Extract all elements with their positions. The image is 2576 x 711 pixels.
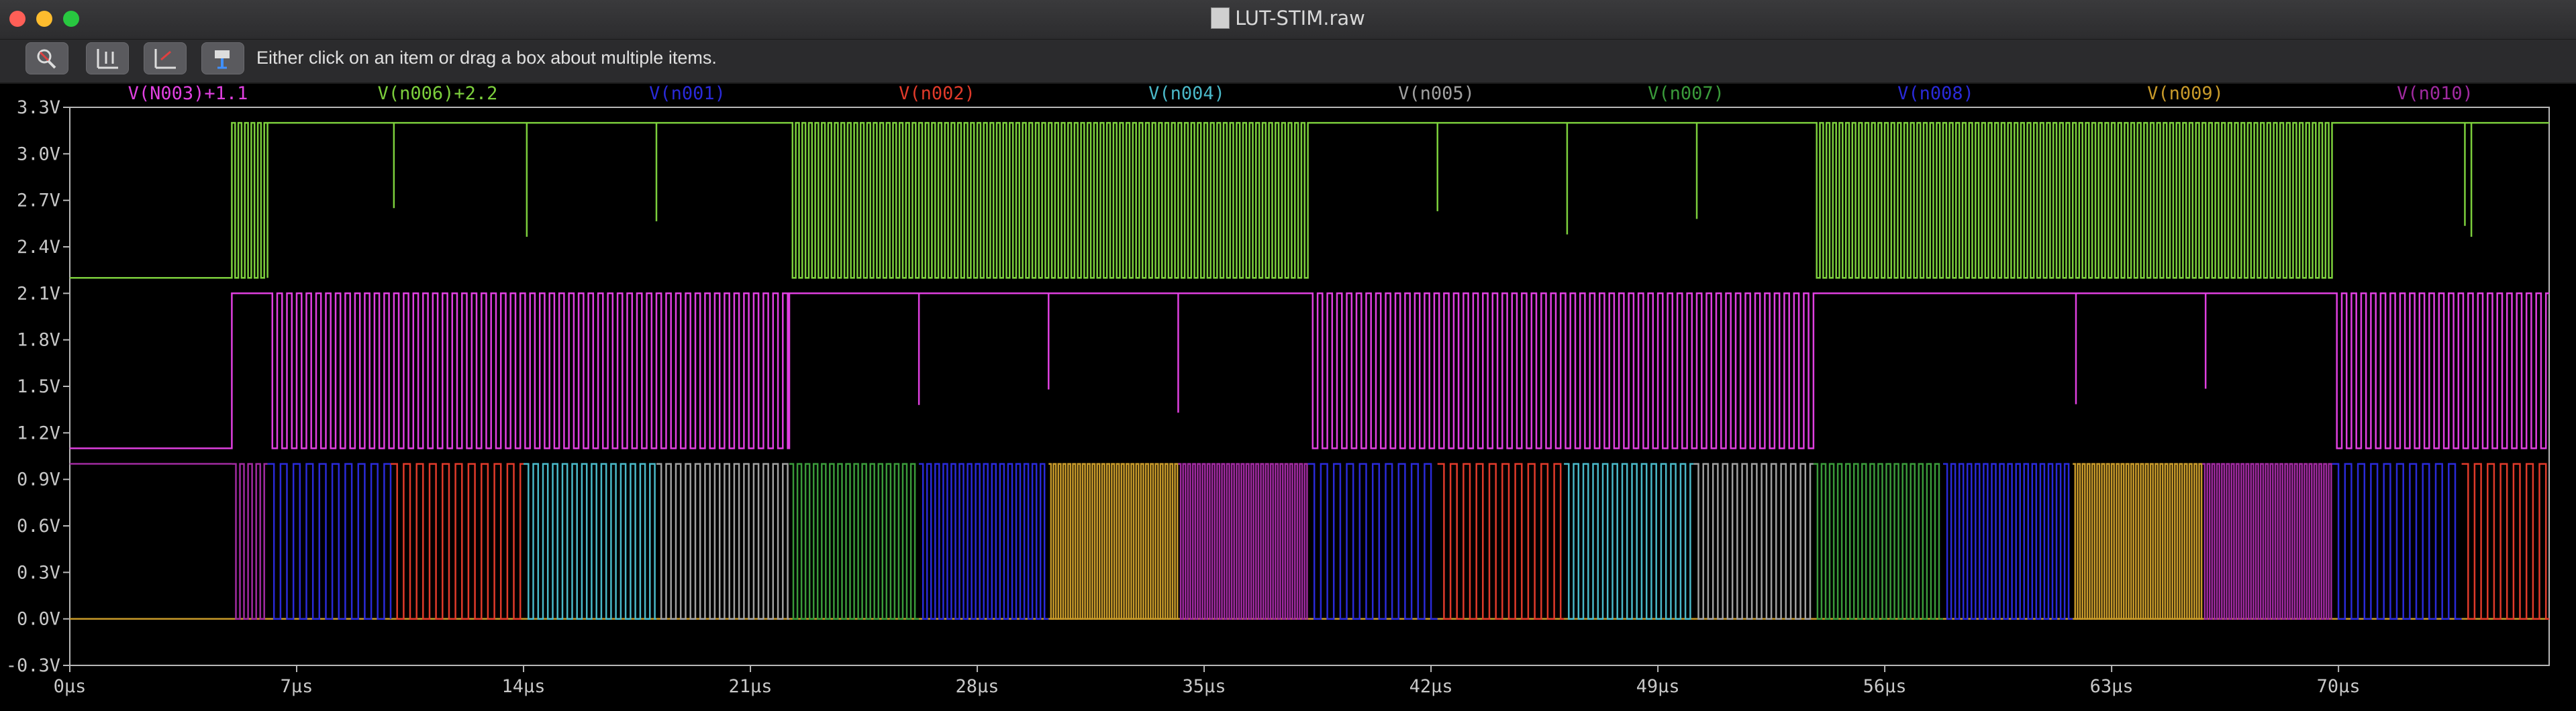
y-tick-label: 0.6V [17, 516, 60, 537]
window-title: LUT-STIM.raw [0, 7, 2576, 30]
x-tick-label: 35µs [1183, 676, 1226, 697]
undo-zoom-button[interactable] [144, 42, 187, 74]
y-tick-label: 3.3V [17, 97, 60, 118]
undo-zoom-icon [154, 49, 176, 69]
traces [70, 121, 2549, 620]
x-tick-label: 56µs [1863, 676, 1907, 697]
autorange-button[interactable] [86, 42, 129, 74]
y-tick-label: 1.5V [17, 376, 60, 397]
y-tick-label: 1.2V [17, 423, 60, 443]
y-tick-label: 2.1V [17, 283, 60, 304]
trace-line [656, 463, 789, 620]
y-axis: -0.3V 0.0V 0.3V 0.6V 0.9V 1.2V 1.5V 1.8V 2.1V 2.4… [6, 97, 70, 676]
zoom-cancel-icon [37, 49, 56, 69]
autorange-icon [97, 49, 118, 69]
close-window-button[interactable] [9, 11, 26, 27]
status-text: Either click on an item or drag a box ab… [256, 48, 717, 68]
y-tick-label: 0.9V [17, 470, 60, 490]
trace-line [391, 463, 524, 620]
trace-line [2202, 463, 2332, 620]
x-tick-label: 0µs [54, 676, 87, 697]
legend-entry[interactable]: V(n004) [1148, 83, 1225, 104]
legend-entry[interactable]: V(N003)+1.1 [128, 83, 248, 104]
legend-entry[interactable]: V(n010) [2397, 83, 2473, 104]
waveform-file-icon [1211, 7, 1230, 29]
x-axis: 0µs 7µs 14µs 21µs 28µs 35µs 42µs 49µs 56µs 63µs 70… [54, 665, 2361, 697]
x-tick-label: 42µs [1409, 676, 1453, 697]
trace-line [524, 463, 656, 620]
x-tick-label: 7µs [281, 676, 313, 697]
trace-line [2073, 463, 2203, 620]
minimize-window-button[interactable] [36, 11, 52, 27]
waveform-plot[interactable]: V(N003)+1.1 V(n006)+2.2 V(n001) V(n002) V(n0… [0, 83, 2576, 711]
legend[interactable]: V(N003)+1.1 V(n006)+2.2 V(n001) V(n002) V(n0… [128, 83, 2473, 104]
trace-line [1178, 463, 1308, 620]
y-tick-label: 0.3V [17, 562, 60, 583]
trace-line [1307, 463, 1438, 620]
x-tick-label: 70µs [2317, 676, 2361, 697]
legend-entry[interactable]: V(n008) [1897, 83, 1974, 104]
trace-line [1943, 463, 2073, 620]
trace-line [2461, 463, 2549, 620]
window-title-text: LUT-STIM.raw [1235, 7, 1365, 30]
trace-line [1437, 463, 1565, 620]
y-tick-label: 2.7V [17, 190, 60, 211]
pan-icon [215, 50, 230, 69]
x-tick-label: 14µs [502, 676, 546, 697]
trace-line [1813, 463, 1943, 620]
trace-line [2332, 463, 2462, 620]
legend-entry[interactable]: V(n001) [649, 83, 726, 104]
trace-line [1048, 463, 1179, 620]
title-bar: LUT-STIM.raw [0, 0, 2576, 40]
toolbar: Either click on an item or drag a box ab… [0, 40, 2576, 84]
y-tick-label: 0.0V [17, 609, 60, 630]
legend-entry[interactable]: V(n006)+2.2 [378, 83, 498, 104]
trace-line [267, 463, 392, 620]
y-tick-label: 1.8V [17, 330, 60, 351]
x-tick-label: 63µs [2090, 676, 2134, 697]
legend-entry[interactable]: V(n002) [899, 83, 975, 104]
x-tick-label: 21µs [729, 676, 773, 697]
trace-line [70, 121, 2549, 279]
x-tick-label: 49µs [1636, 676, 1680, 697]
legend-entry[interactable]: V(n005) [1398, 83, 1475, 104]
x-tick-label: 28µs [956, 676, 999, 697]
y-tick-label: 2.4V [17, 237, 60, 258]
y-tick-label: 3.0V [17, 144, 60, 164]
trace-line [232, 463, 268, 620]
pan-button[interactable] [201, 42, 244, 74]
trace-line [70, 292, 2549, 449]
legend-entry[interactable]: V(n007) [1648, 83, 1724, 104]
trace-line [919, 463, 1049, 620]
y-tick-label: -0.3V [6, 655, 60, 676]
trace-line [1693, 463, 1814, 620]
zoom-window-button[interactable] [63, 11, 79, 27]
zoom-cancel-button[interactable] [26, 42, 68, 74]
trace-line [1564, 463, 1694, 620]
trace-line [789, 463, 920, 620]
legend-entry[interactable]: V(n009) [2147, 83, 2224, 104]
